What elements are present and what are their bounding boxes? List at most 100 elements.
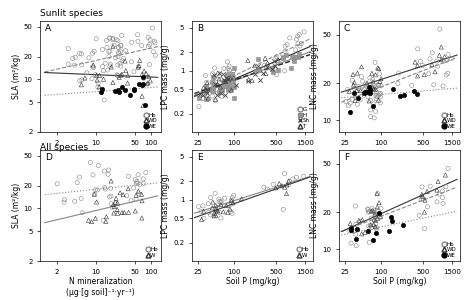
Point bbox=[221, 79, 228, 84]
Point bbox=[211, 191, 219, 196]
Point bbox=[225, 85, 233, 90]
Point bbox=[64, 62, 72, 67]
Point bbox=[136, 58, 144, 63]
Point bbox=[364, 207, 371, 212]
Point bbox=[375, 83, 383, 88]
Point bbox=[71, 63, 78, 68]
Point bbox=[203, 91, 210, 95]
Point bbox=[400, 92, 408, 97]
Point bbox=[105, 168, 112, 172]
Point bbox=[136, 81, 143, 86]
Point bbox=[440, 59, 447, 64]
Point bbox=[372, 109, 380, 114]
Point bbox=[357, 88, 365, 93]
Text: B: B bbox=[197, 24, 203, 33]
Text: Sunlit species: Sunlit species bbox=[40, 9, 103, 18]
Point bbox=[369, 77, 376, 82]
X-axis label: N mineralization
(μg·[g soil]⁻¹·yr⁻¹): N mineralization (μg·[g soil]⁻¹·yr⁻¹) bbox=[66, 278, 135, 297]
Point bbox=[91, 72, 99, 77]
Point bbox=[140, 181, 147, 186]
Point bbox=[425, 71, 432, 76]
Point bbox=[408, 83, 416, 88]
Point bbox=[141, 103, 148, 108]
Point bbox=[274, 58, 282, 62]
Point bbox=[374, 205, 381, 209]
Point bbox=[93, 73, 100, 78]
Point bbox=[139, 103, 147, 108]
Point bbox=[217, 199, 225, 204]
Point bbox=[272, 185, 280, 190]
Point bbox=[139, 75, 147, 80]
Point bbox=[134, 172, 142, 177]
Point bbox=[353, 88, 361, 93]
Point bbox=[244, 78, 251, 83]
Point bbox=[115, 74, 122, 78]
Point bbox=[354, 71, 361, 76]
Point bbox=[261, 56, 269, 61]
Point bbox=[367, 107, 374, 112]
Point bbox=[347, 241, 355, 245]
Point bbox=[125, 174, 132, 178]
Point bbox=[365, 240, 373, 245]
Point bbox=[215, 197, 223, 202]
Point bbox=[209, 74, 217, 79]
Point bbox=[201, 73, 209, 78]
Point bbox=[419, 63, 426, 68]
Point bbox=[138, 94, 146, 99]
Point bbox=[368, 206, 376, 211]
Point bbox=[373, 89, 380, 94]
Point bbox=[433, 58, 440, 63]
Point bbox=[298, 41, 305, 46]
Point bbox=[135, 192, 143, 197]
Point bbox=[118, 85, 126, 90]
Point bbox=[211, 98, 219, 103]
Point bbox=[88, 219, 95, 224]
Point bbox=[225, 64, 233, 68]
Point bbox=[205, 97, 212, 101]
Text: F: F bbox=[344, 153, 349, 162]
Point bbox=[214, 208, 221, 213]
Point bbox=[208, 79, 216, 84]
Point bbox=[216, 210, 223, 215]
Point bbox=[218, 88, 226, 93]
Point bbox=[60, 200, 68, 205]
Point bbox=[134, 32, 141, 37]
Point bbox=[367, 209, 375, 214]
Point bbox=[209, 89, 217, 94]
Point bbox=[352, 232, 360, 237]
Point bbox=[99, 64, 106, 69]
Point bbox=[282, 44, 289, 49]
Point bbox=[91, 192, 99, 197]
Point bbox=[358, 64, 365, 69]
Point bbox=[101, 61, 109, 66]
Point bbox=[428, 50, 436, 55]
Point bbox=[411, 60, 419, 64]
Point bbox=[100, 169, 108, 173]
Point bbox=[369, 86, 376, 91]
Point bbox=[438, 57, 445, 62]
Point bbox=[369, 208, 377, 213]
Point bbox=[211, 97, 219, 102]
Point bbox=[204, 86, 211, 91]
Text: All species: All species bbox=[40, 142, 89, 152]
Point bbox=[221, 79, 229, 84]
Point bbox=[217, 202, 225, 207]
Point bbox=[363, 84, 370, 89]
Point bbox=[264, 61, 271, 65]
Point bbox=[347, 225, 355, 230]
Point bbox=[445, 52, 452, 57]
Point bbox=[122, 48, 129, 53]
Point bbox=[205, 210, 212, 214]
Point bbox=[104, 172, 112, 177]
Point bbox=[230, 95, 237, 100]
Point bbox=[294, 41, 302, 46]
Point bbox=[131, 177, 139, 182]
Point bbox=[369, 238, 377, 243]
Point bbox=[209, 89, 217, 94]
Point bbox=[114, 88, 122, 92]
Point bbox=[210, 81, 218, 86]
Point bbox=[111, 200, 119, 205]
Point bbox=[93, 200, 100, 204]
Point bbox=[351, 98, 359, 103]
Point bbox=[228, 195, 236, 200]
